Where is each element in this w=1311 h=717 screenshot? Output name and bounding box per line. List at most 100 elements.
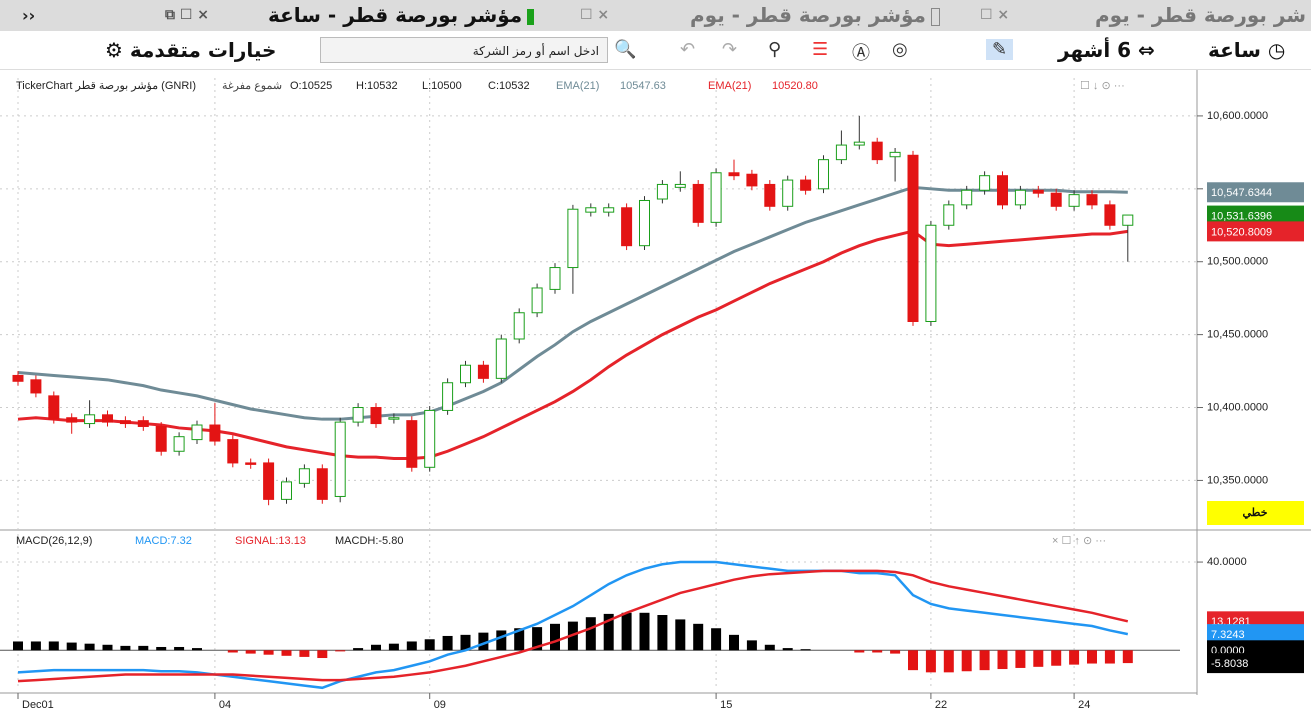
candle-body (66, 417, 78, 423)
candle-body (370, 407, 382, 425)
candle-body (137, 420, 149, 427)
histogram-bar (746, 640, 757, 651)
histogram-bar (1122, 650, 1133, 664)
histogram-bar (156, 646, 167, 651)
candle-body (549, 267, 561, 290)
indicators[interactable]: ☰ (812, 39, 829, 60)
histogram-bar (729, 634, 739, 651)
tab-controls[interactable]: × ☐ (980, 7, 1010, 23)
legend-value: 10520.80 (772, 80, 818, 92)
x-tick-label: 22 (935, 699, 947, 711)
histogram-bar (961, 650, 972, 672)
x-tick-label: 04 (219, 699, 231, 711)
price-badge-label: 10,520.8009 (1211, 226, 1272, 238)
histogram-bar (48, 641, 59, 651)
draw-tool[interactable]: ✎ (986, 39, 1014, 60)
candle-body (12, 374, 24, 382)
legend-name: SIGNAL:13.13 (235, 535, 306, 547)
chart-style: شموع مفرغة (222, 80, 282, 92)
legend-value: 10547.63 (620, 80, 666, 92)
price-badge (1207, 205, 1304, 226)
histogram-bar (174, 646, 185, 651)
candle-body (316, 468, 328, 500)
histogram-bar (943, 650, 954, 673)
candle-body (800, 179, 812, 191)
candle-body (943, 204, 955, 226)
alerts[interactable]: Ⓐ (852, 43, 870, 64)
studies[interactable]: ◎ (892, 39, 908, 60)
candle-body (728, 172, 740, 177)
histogram-bar (406, 641, 417, 651)
candle-body (352, 407, 364, 423)
candle-body (1014, 189, 1026, 206)
y-tick-label: 10,500.0000 (1207, 256, 1268, 268)
histogram-bar (854, 650, 865, 653)
price-badge-label: -5.8038 (1211, 658, 1248, 670)
candle-body (442, 382, 454, 411)
candle-body (889, 151, 901, 158)
histogram-bar (639, 612, 650, 651)
candle-body (818, 159, 829, 190)
binoculars[interactable]: ⚲ (768, 39, 782, 60)
histogram-bar (532, 627, 543, 651)
y-tick-label: 10,350.0000 (1207, 474, 1268, 486)
toolbar: خيارات متقدمة ⚙ ادخل اسم أو رمز الشركة 🔍… (0, 31, 1311, 70)
histogram-bar (263, 650, 274, 655)
search-box[interactable]: ادخل اسم أو رمز الشركة (320, 37, 608, 63)
candle-body (84, 414, 96, 425)
x-tick-label: 15 (720, 699, 732, 711)
tab[interactable]: شر بورصة قطر - يوم (1095, 0, 1306, 31)
collapse-tabs[interactable]: ‹‹ (22, 6, 36, 25)
histogram-bar (603, 613, 614, 651)
line (17, 569, 1129, 683)
candle-body (1104, 204, 1116, 226)
x-tick-label: 24 (1078, 699, 1090, 711)
tab-controls[interactable]: × ☐ (580, 7, 610, 23)
legend-name: EMA(21) (708, 80, 751, 92)
histogram-bar (782, 648, 793, 651)
period[interactable]: ⇔ 6 أشهر (1058, 38, 1155, 62)
style-badge-label: خطي (1243, 507, 1268, 520)
advanced-options[interactable]: خيارات متقدمة ⚙ (105, 38, 277, 62)
interval[interactable]: ◷ ساعة (1208, 38, 1286, 62)
search-icon[interactable]: 🔍 (614, 39, 637, 60)
tab[interactable]: مؤشر بورصة قطر - ساعة (268, 0, 535, 31)
histogram-bar (281, 650, 292, 656)
histogram-bar (1051, 650, 1062, 666)
histogram-bar (496, 630, 507, 651)
candle-body (30, 379, 42, 394)
histogram-bar (711, 628, 722, 651)
candle-body (674, 183, 686, 188)
candle-body (102, 414, 113, 423)
histogram-bar (102, 644, 113, 651)
candle-body (281, 481, 292, 500)
y-tick-label: 40.0000 (1207, 556, 1247, 568)
y-tick-label: 10,450.0000 (1207, 329, 1268, 341)
y-tick-label: 10,600.0000 (1207, 110, 1268, 122)
ohlc-value: H:10532 (356, 80, 398, 92)
candle-body (406, 420, 418, 468)
candle-body (639, 199, 650, 247)
candle-body (961, 189, 973, 206)
histogram-bar (353, 648, 364, 651)
undo[interactable]: ↶ (680, 39, 696, 60)
tab[interactable]: مؤشر بورصة قطر - يوم (690, 0, 940, 31)
tab-controls[interactable]: × ☐ ⧉ (165, 7, 210, 23)
candle-body (227, 439, 239, 464)
histogram-bar (84, 643, 95, 651)
histogram-bar (442, 635, 453, 651)
candle-body (907, 154, 919, 322)
histogram-bar (550, 623, 560, 651)
histogram-bar (1069, 650, 1080, 665)
x-tick-label: Dec01 (22, 699, 54, 711)
histogram-bar (693, 623, 704, 651)
candle-body (979, 175, 991, 191)
candle-body (1068, 194, 1080, 207)
candle-body (782, 179, 794, 207)
histogram-bar (675, 619, 686, 651)
histogram-bar (460, 634, 471, 651)
legend-name: EMA(21) (556, 80, 599, 92)
redo[interactable]: ↷ (722, 39, 738, 60)
histogram-bar (30, 641, 41, 651)
